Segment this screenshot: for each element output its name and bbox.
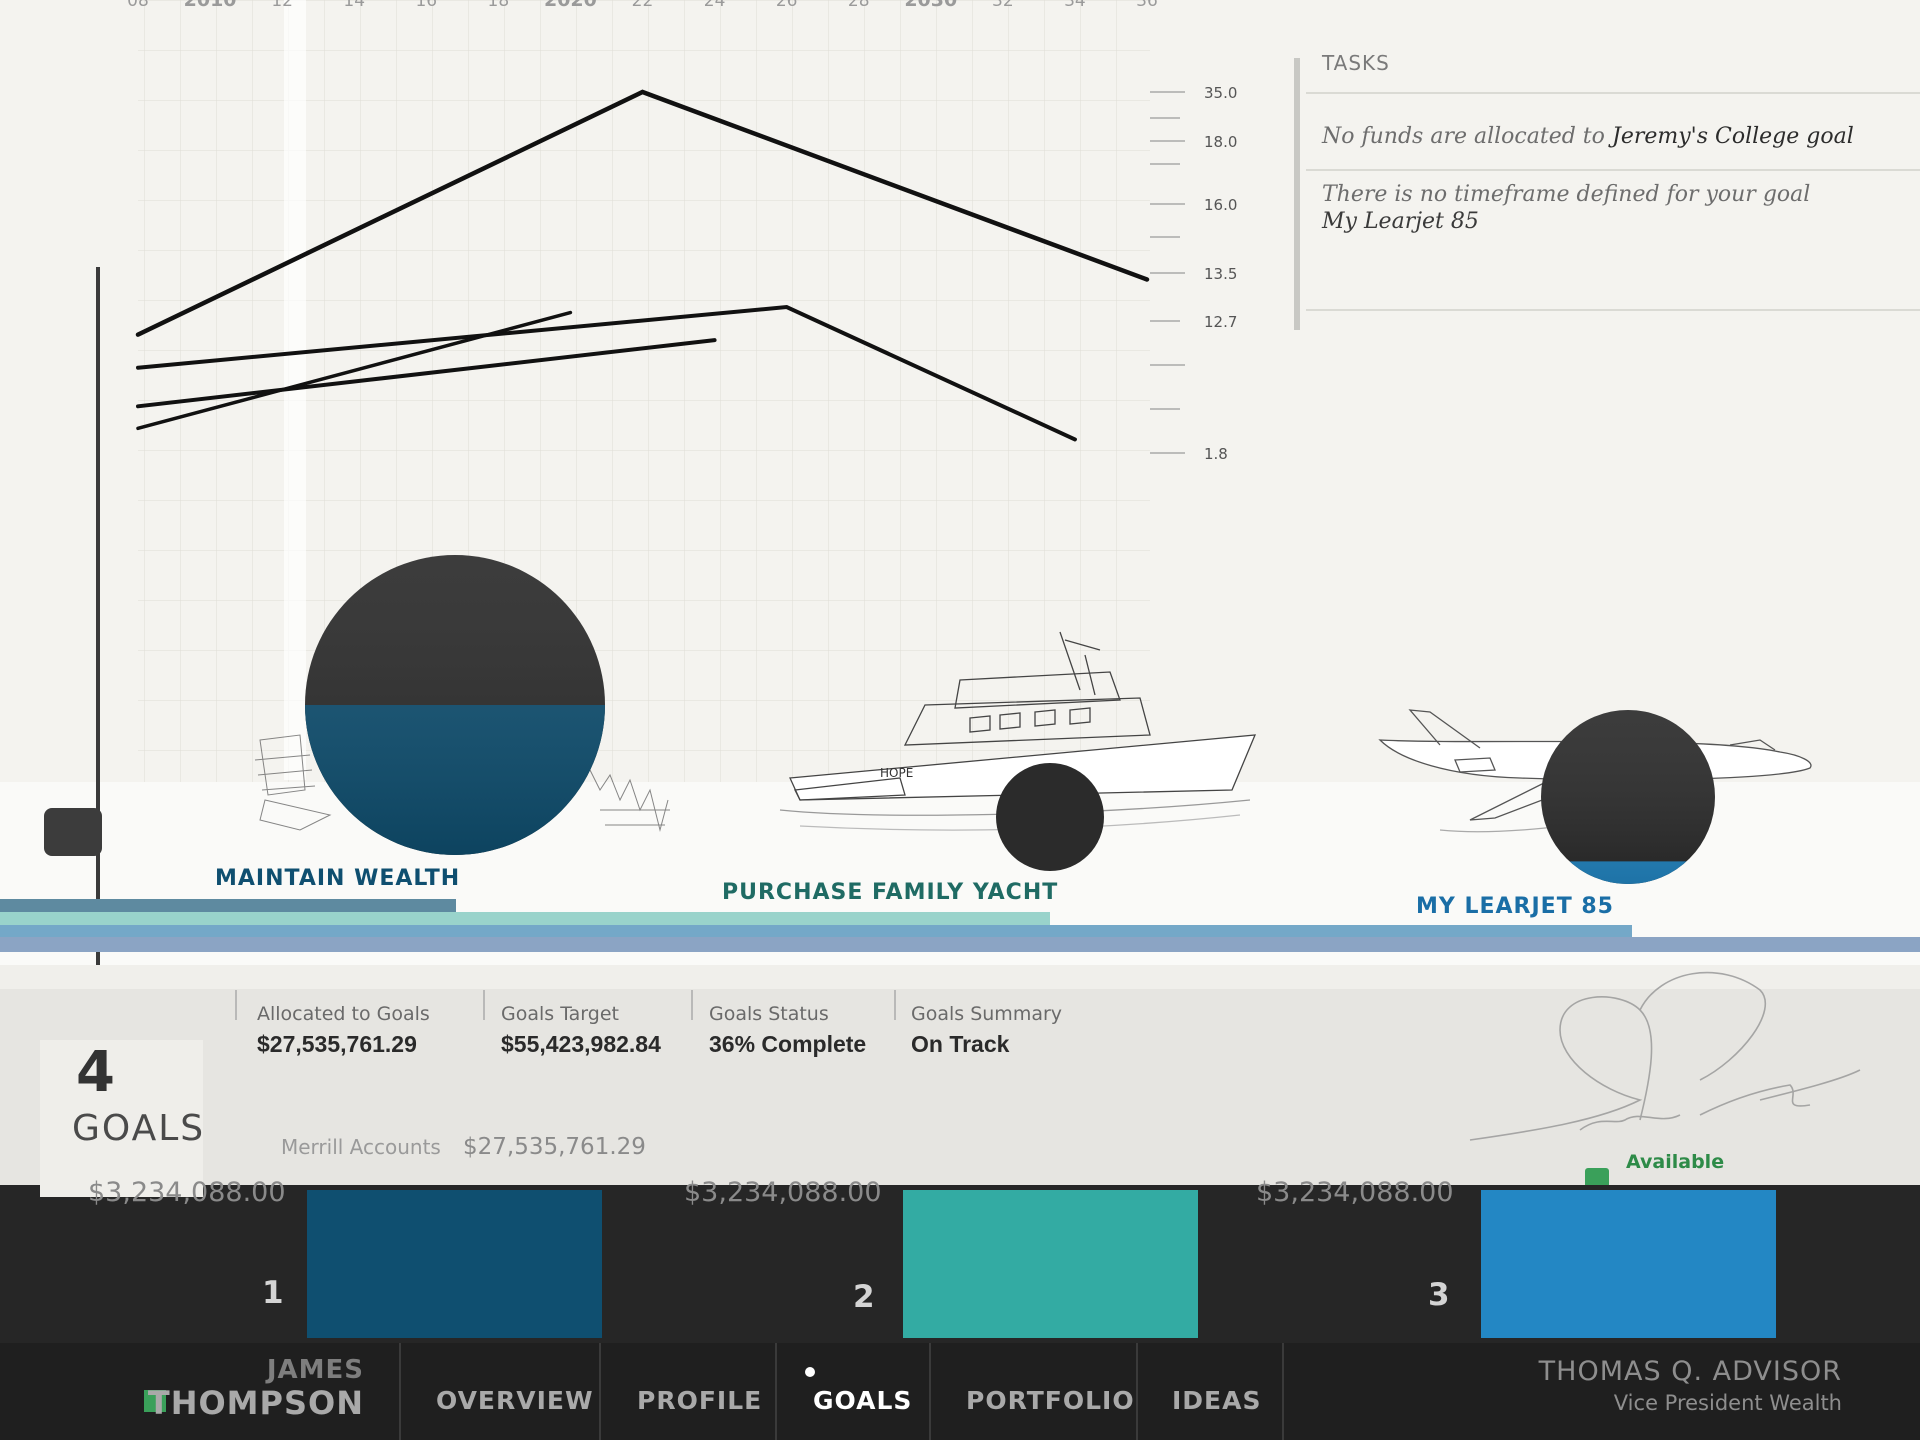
y-tick-label: 18.0: [1204, 133, 1237, 151]
stat-target: Goals Target $55,423,982.84: [501, 1003, 661, 1058]
goal-count-label: GOALS: [72, 1108, 206, 1149]
overall-timeline-bar: [0, 937, 1920, 952]
x-tick-label: 24: [704, 0, 726, 11]
goal-2-amount: $3,234,088.00: [684, 1177, 882, 1208]
goal-1-progress-circle: [305, 555, 605, 855]
accounts-label: Merrill Accounts: [281, 1135, 441, 1159]
bottom-nav-bar: [0, 1343, 1920, 1440]
estate-sketch-icon: [254, 734, 670, 832]
y-axis-labels: 35.0 18.0 16.0 13.5 12.7 1.8: [1204, 84, 1237, 463]
client-first-name: JAMES: [266, 1355, 364, 1385]
stat-target-value: $55,423,982.84: [501, 1031, 661, 1057]
stat-target-label: Goals Target: [501, 1003, 619, 1025]
x-tick-label: 34: [1064, 0, 1086, 11]
x-tick-label: 08: [127, 0, 149, 11]
goal-1-index: 1: [262, 1275, 284, 1311]
x-tick-label: 16: [415, 0, 437, 11]
nav-ideas[interactable]: IDEAS: [1172, 1386, 1262, 1415]
x-tick-label: 2020: [544, 0, 597, 11]
x-tick-label: 2010: [184, 0, 237, 11]
x-axis-ticks: 08 2010 12 14 16 18 2020 22 24 26 28 2030 32 34 36: [127, 0, 1158, 11]
task-2-text: There is no timeframe defined for your g…: [1322, 182, 1810, 207]
projection-line-2[interactable]: [136, 305, 1077, 442]
goal-2-index: 2: [853, 1279, 875, 1315]
stat-status-value: 36% Complete: [709, 1031, 867, 1057]
projection-line-4[interactable]: [136, 338, 717, 409]
advisor-block[interactable]: THOMAS Q. ADVISOR Vice President Wealth: [1480, 1356, 1842, 1415]
stat-allocated-label: Allocated to Goals: [257, 1003, 430, 1025]
goal-1-title[interactable]: MAINTAIN WEALTH: [215, 866, 461, 891]
stat-status: Goals Status 36% Complete: [709, 1003, 866, 1058]
stat-summary-label: Goals Summary: [911, 1003, 1063, 1025]
goal-3-title[interactable]: MY LEARJET 85: [1416, 894, 1614, 919]
timeline-handle[interactable]: [44, 808, 102, 856]
advisor-signature: [1469, 971, 1861, 1141]
goal-2-progress-circle: [996, 763, 1104, 871]
client-name[interactable]: JAMES THOMPSON: [0, 1355, 364, 1421]
goal-3-timeline-bar: [0, 925, 1632, 937]
y-tick-label: 16.0: [1204, 196, 1237, 214]
goal-3-index: 3: [1428, 1277, 1450, 1313]
goal-2-title[interactable]: PURCHASE FAMILY YACHT: [722, 880, 1059, 905]
goal-3-amount: $3,234,088.00: [1256, 1177, 1454, 1208]
stat-summary: Goals Summary On Track: [911, 1003, 1062, 1058]
task-2-goal: My Learjet 85: [1321, 209, 1479, 234]
projection-line-3[interactable]: [136, 310, 573, 431]
advisor-title: Vice President Wealth: [1613, 1391, 1842, 1415]
x-tick-label: 36: [1136, 0, 1158, 11]
x-tick-label: 18: [488, 0, 510, 11]
client-last-name: THOMPSON: [147, 1384, 364, 1422]
goal-count-card: [40, 1040, 203, 1198]
stat-status-label: Goals Status: [709, 1003, 829, 1025]
x-tick-label: 12: [271, 0, 293, 11]
nav-portfolio[interactable]: PORTFOLIO: [966, 1386, 1135, 1415]
goal-3-allocation-bar: [1481, 1190, 1776, 1338]
goal-count: 4: [76, 1040, 115, 1105]
advisor-name: THOMAS Q. ADVISOR: [1538, 1356, 1842, 1387]
yacht-hull-mark: HOPE: [880, 766, 913, 780]
tasks-title: TASKS: [1321, 51, 1390, 75]
y-tick-label: 1.8: [1204, 445, 1228, 463]
active-nav-dot-icon: [805, 1367, 815, 1377]
x-tick-label: 14: [343, 0, 365, 11]
goal-1-amount: $3,234,088.00: [88, 1177, 286, 1208]
x-tick-label: 28: [848, 0, 870, 11]
projection-line-1[interactable]: [135, 89, 1150, 337]
y-tick-label: 12.7: [1204, 313, 1237, 331]
stat-summary-value: On Track: [911, 1031, 1010, 1057]
summary-panel: [0, 965, 1920, 1185]
y-tick-label: 13.5: [1204, 265, 1237, 283]
task-1-goal: Jeremy's College goal: [1608, 124, 1854, 149]
stat-allocated-value: $27,535,761.29: [257, 1031, 417, 1057]
available-label: Available: [1626, 1151, 1725, 1173]
y-axis-ticks: [1150, 91, 1185, 454]
client-status-icon: [144, 1390, 166, 1412]
nav-goals[interactable]: GOALS: [813, 1386, 913, 1415]
x-tick-label: 32: [992, 0, 1014, 11]
task-1-text: No funds are allocated to: [1321, 124, 1605, 149]
goal-1-allocation-bar: [307, 1190, 602, 1338]
goal-1-timeline-bar: [0, 899, 456, 912]
goal-3-progress-circle: [1541, 710, 1715, 884]
goal-2-allocation-bar: [903, 1190, 1198, 1338]
x-tick-label: 26: [776, 0, 798, 11]
nav-profile[interactable]: PROFILE: [637, 1386, 763, 1415]
projection-lines: [135, 89, 1150, 442]
x-tick-label: 22: [632, 0, 654, 11]
nav-overview[interactable]: OVERVIEW: [436, 1386, 594, 1415]
stat-allocated: Allocated to Goals $27,535,761.29: [257, 1003, 430, 1058]
accounts-value[interactable]: $27,535,761.29: [463, 1134, 646, 1160]
x-tick-label: 2030: [904, 0, 957, 11]
goal-2-timeline-bar: [0, 912, 1050, 925]
y-tick-label: 35.0: [1204, 84, 1237, 102]
